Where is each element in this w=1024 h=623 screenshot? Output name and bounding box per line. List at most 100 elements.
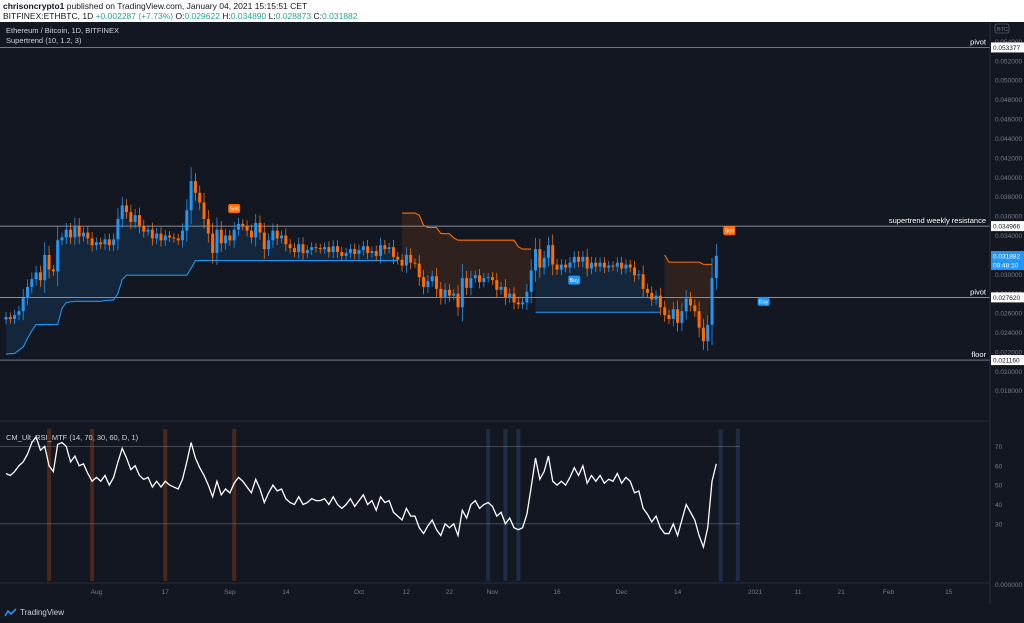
candle-body[interactable]: [241, 223, 245, 226]
candle-body[interactable]: [658, 295, 662, 308]
candle-body[interactable]: [262, 232, 266, 250]
candle-body[interactable]: [426, 281, 430, 287]
candle-body[interactable]: [219, 229, 223, 244]
candle-body[interactable]: [133, 215, 137, 222]
candle-body[interactable]: [607, 265, 611, 268]
candle-body[interactable]: [17, 311, 21, 316]
candle-body[interactable]: [176, 238, 180, 241]
candle-body[interactable]: [198, 192, 202, 203]
candle-body[interactable]: [150, 229, 154, 239]
candle-body[interactable]: [21, 297, 25, 312]
buy-marker[interactable]: [757, 296, 770, 306]
candle-body[interactable]: [456, 293, 460, 308]
candle-body[interactable]: [51, 269, 55, 272]
candle-body[interactable]: [430, 276, 434, 282]
candle-body[interactable]: [439, 288, 443, 298]
candle-body[interactable]: [589, 262, 593, 269]
candle-body[interactable]: [637, 274, 641, 276]
candle-body[interactable]: [383, 245, 387, 250]
candle-body[interactable]: [482, 278, 486, 283]
candle-body[interactable]: [224, 235, 228, 244]
candle-body[interactable]: [417, 263, 421, 278]
candle-body[interactable]: [391, 247, 395, 257]
candle-body[interactable]: [628, 264, 632, 268]
candle-body[interactable]: [125, 205, 129, 213]
tradingview-brand[interactable]: TradingView: [4, 608, 64, 617]
candle-body[interactable]: [43, 254, 47, 281]
candle-body[interactable]: [529, 270, 533, 292]
candle-body[interactable]: [508, 293, 512, 298]
candle-body[interactable]: [38, 272, 42, 281]
candle-body[interactable]: [94, 242, 98, 246]
candle-body[interactable]: [73, 225, 77, 238]
time-axis[interactable]: Aug 17 Sep 14 Oct 12 22 Nov 16 Dec 14 2021 11 21 Feb 15: [91, 589, 953, 596]
candle-body[interactable]: [379, 245, 383, 256]
candle-body[interactable]: [181, 230, 185, 241]
candle-body[interactable]: [370, 251, 374, 253]
candle-body[interactable]: [620, 262, 624, 269]
candle-body[interactable]: [486, 277, 490, 279]
price-axis[interactable]: 0.054000 0.052000 0.050000 0.048000 0.046000…: [0, 22, 1024, 604]
candle-body[interactable]: [69, 229, 73, 238]
candle-body[interactable]: [400, 259, 404, 266]
candle-body[interactable]: [172, 237, 176, 239]
candle-body[interactable]: [206, 218, 210, 234]
candle-body[interactable]: [86, 232, 90, 239]
candle-body[interactable]: [34, 272, 38, 280]
symbol-legend[interactable]: Ethereum / Bitcoin, 1D, BITFINEX: [6, 26, 119, 35]
candle-body[interactable]: [409, 254, 413, 263]
candle-body[interactable]: [641, 274, 645, 289]
candle-body[interactable]: [353, 249, 357, 254]
candle-body[interactable]: [340, 251, 344, 256]
candle-body[interactable]: [26, 286, 30, 298]
candle-body[interactable]: [676, 309, 680, 323]
candle-body[interactable]: [478, 275, 482, 283]
candle-body[interactable]: [706, 324, 710, 342]
candle-body[interactable]: [249, 230, 253, 238]
candle-body[interactable]: [667, 315, 671, 319]
candle-body[interactable]: [611, 265, 615, 267]
candle-body[interactable]: [577, 256, 581, 262]
currency-badge[interactable]: [994, 23, 1010, 34]
candle-body[interactable]: [688, 298, 692, 306]
candle-body[interactable]: [447, 289, 451, 296]
candle-body[interactable]: [280, 235, 284, 239]
candle-body[interactable]: [120, 205, 124, 219]
candle-body[interactable]: [693, 305, 697, 312]
candle-body[interactable]: [232, 229, 236, 241]
candle-body[interactable]: [318, 248, 322, 250]
candle-body[interactable]: [650, 292, 654, 300]
candle-body[interactable]: [155, 233, 159, 239]
candle-body[interactable]: [499, 286, 503, 290]
candle-body[interactable]: [348, 249, 352, 253]
supertrend-legend[interactable]: Supertrend (10, 1.2, 3): [6, 36, 82, 45]
candle-body[interactable]: [568, 262, 572, 268]
candle-body[interactable]: [460, 278, 464, 308]
candle-body[interactable]: [701, 327, 705, 342]
candle-body[interactable]: [452, 293, 456, 296]
candle-body[interactable]: [495, 280, 499, 290]
candle-body[interactable]: [465, 278, 469, 288]
candle-body[interactable]: [581, 256, 585, 262]
candle-body[interactable]: [112, 239, 116, 246]
candle-body[interactable]: [56, 240, 60, 272]
candle-body[interactable]: [245, 225, 249, 231]
candle-body[interactable]: [361, 246, 365, 251]
candle-body[interactable]: [292, 248, 296, 252]
candle-body[interactable]: [90, 238, 94, 246]
candle-body[interactable]: [275, 230, 279, 239]
candle-body[interactable]: [267, 240, 271, 250]
candle-body[interactable]: [215, 229, 219, 253]
candle-body[interactable]: [615, 262, 619, 267]
candle-body[interactable]: [435, 276, 438, 289]
candle-body[interactable]: [697, 311, 701, 328]
candle-body[interactable]: [60, 237, 64, 241]
candle-body[interactable]: [189, 181, 193, 211]
candle-body[interactable]: [288, 244, 292, 249]
candle-body[interactable]: [469, 278, 473, 288]
candle-body[interactable]: [366, 246, 370, 253]
candle-body[interactable]: [555, 264, 559, 270]
candle-body[interactable]: [633, 267, 637, 276]
candle-body[interactable]: [236, 223, 240, 230]
candle-body[interactable]: [116, 218, 120, 240]
